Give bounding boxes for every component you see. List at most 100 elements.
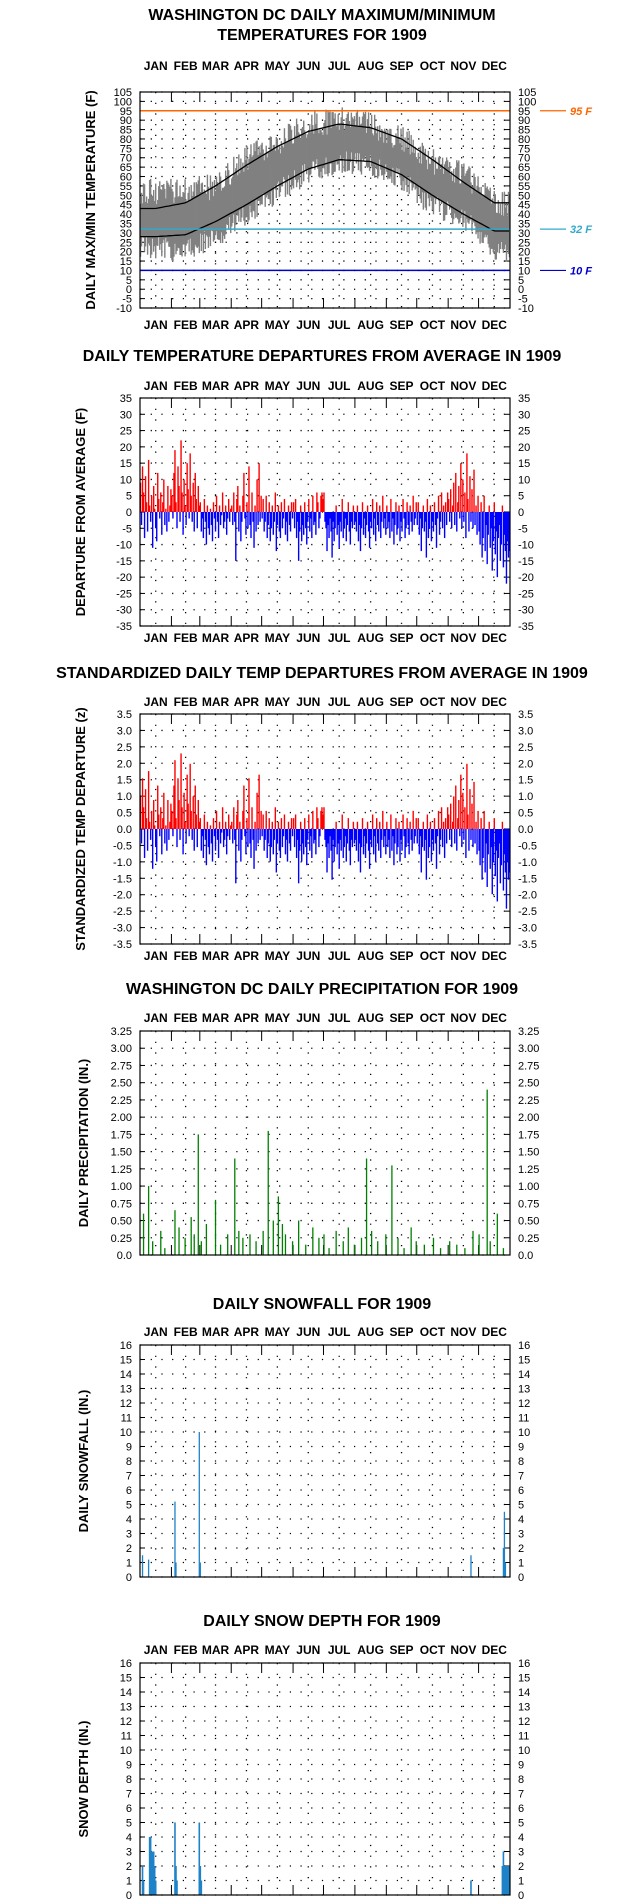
y-tick-label: -5 [122,523,132,535]
y-tick-label: -15 [116,556,132,568]
month-label-jul: JUL [328,695,351,709]
plot-frame [139,397,511,627]
y-tick-label: 0.5 [117,808,132,820]
chart-title: STANDARDIZED DAILY TEMP DEPARTURES FROM … [56,665,588,682]
y-tick-label: 16 [120,1340,132,1352]
y-tick-label-right: -10 [518,540,534,552]
month-label-may: MAY [265,379,291,393]
month-label-may: MAY [265,631,291,645]
y-tick-label-right: 30 [518,228,530,240]
month-label-oct: OCT [420,1325,446,1339]
month-label-jul: JUL [328,379,351,393]
y-tick-label-right: 100 [518,96,536,108]
month-label-aug: AUG [357,379,384,393]
month-label-mar: MAR [202,695,230,709]
y-tick-label: 13 [120,1702,132,1714]
y-tick-label: 14 [120,1369,132,1381]
month-label-may: MAY [265,1643,291,1657]
y-tick-label-right: 8 [518,1774,524,1786]
month-label-jun: JUN [296,59,320,73]
y-tick-label-right: 2 [518,1861,524,1873]
y-tick-label: 5 [126,1500,132,1512]
y-tick-label: -1.5 [113,873,132,885]
y-tick-label-right: -20 [518,572,534,584]
chart-title: DAILY SNOWFALL FOR 1909 [213,1296,432,1313]
month-label-feb: FEB [174,1011,198,1025]
month-label-jul: JUL [328,1325,351,1339]
month-label-aug: AUG [357,59,384,73]
y-tick-label-right: 90 [518,115,530,127]
y-tick-label: 35 [120,393,132,405]
y-tick-label: 7 [126,1471,132,1483]
y-tick-label-right: 10 [518,1427,530,1439]
y-tick-label-right: 15 [518,1673,530,1685]
y-tick-label: 10 [120,1745,132,1757]
y-tick-label-right: 1.5 [518,775,533,787]
month-label-feb: FEB [174,695,198,709]
y-tick-label: 15 [120,1355,132,1367]
y-tick-label-right: 0.5 [518,808,533,820]
month-label-sep: SEP [390,1011,414,1025]
month-label-oct: OCT [420,631,446,645]
y-tick-label: 3.00 [111,1043,132,1055]
month-label-mar: MAR [202,949,230,963]
y-tick-label: 10 [120,265,132,277]
month-label-dec: DEC [482,695,508,709]
y-tick-label: 2 [126,1861,132,1873]
y-tick-label-right: 3.00 [518,1043,539,1055]
y-tick-label: 95 [120,106,132,118]
y-tick-label: 65 [120,162,132,174]
month-label-jan: JAN [144,1011,168,1025]
y-tick-label-right: -1.5 [518,873,537,885]
y-tick-label-right: 75 [518,143,530,155]
plot-frame [139,713,511,945]
month-label-dec: DEC [482,1011,508,1025]
month-label-sep: SEP [390,59,414,73]
month-label-jun: JUN [296,379,320,393]
y-tick-label-right: 16 [518,1340,530,1352]
y-tick-label: 12 [120,1398,132,1410]
month-label-mar: MAR [202,318,230,332]
y-axis-title: SNOW DEPTH (IN.) [76,1721,91,1838]
y-tick-label-right: -10 [518,303,534,315]
y-tick-label-right: 15 [518,1355,530,1367]
y-tick-label: 9 [126,1442,132,1454]
y-tick-label: -30 [116,605,132,617]
y-tick-label: 7 [126,1789,132,1801]
y-tick-label: 3 [126,1529,132,1541]
y-tick-label-right: 1 [518,1558,524,1570]
month-label-apr: APR [234,1011,260,1025]
y-tick-label: 1.75 [111,1129,132,1141]
month-label-apr: APR [234,1325,260,1339]
month-label-jan: JAN [144,318,168,332]
y-tick-label: 0 [126,1890,132,1902]
y-tick-label: 30 [120,409,132,421]
month-label-jul: JUL [328,631,351,645]
month-label-oct: OCT [420,318,446,332]
plot-frame [139,1030,511,1256]
y-tick-label-right: 6 [518,1803,524,1815]
y-tick-label: -10 [116,303,132,315]
y-tick-label-right: 35 [518,393,530,405]
y-tick-label-right: 11 [518,1413,529,1425]
y-tick-label: -0.5 [113,840,132,852]
month-label-mar: MAR [202,379,230,393]
y-tick-label-right: -3.0 [518,923,537,935]
month-label-jan: JAN [144,379,168,393]
y-tick-label: 8 [126,1456,132,1468]
y-tick-label-right: 105 [518,87,536,99]
month-labels: JAN FEB MAR APR MAY JUN JUL AUG SEP OCT NOV DEC JAN F… [144,695,508,963]
y-tick-label-right: 15 [518,256,530,268]
y-tick-label: 2.25 [111,1095,132,1107]
y-tick-label: 1.50 [111,1147,132,1159]
y-tick-label-right: 15 [518,458,530,470]
y-tick-label: 0.25 [111,1233,132,1245]
chart-departure: DAILY TEMPERATURE DEPARTURES FROM AVERAG… [73,348,561,645]
y-tick-label-right: 6 [518,1485,524,1497]
chart-precip: WASHINGTON DC DAILY PRECIPITATION FOR 19… [76,981,539,1262]
y-tick-label-right: 4 [518,1832,524,1844]
month-label-apr: APR [234,695,260,709]
y-tick-label: 2.00 [111,1112,132,1124]
y-tick-label-right: 2.00 [518,1112,539,1124]
